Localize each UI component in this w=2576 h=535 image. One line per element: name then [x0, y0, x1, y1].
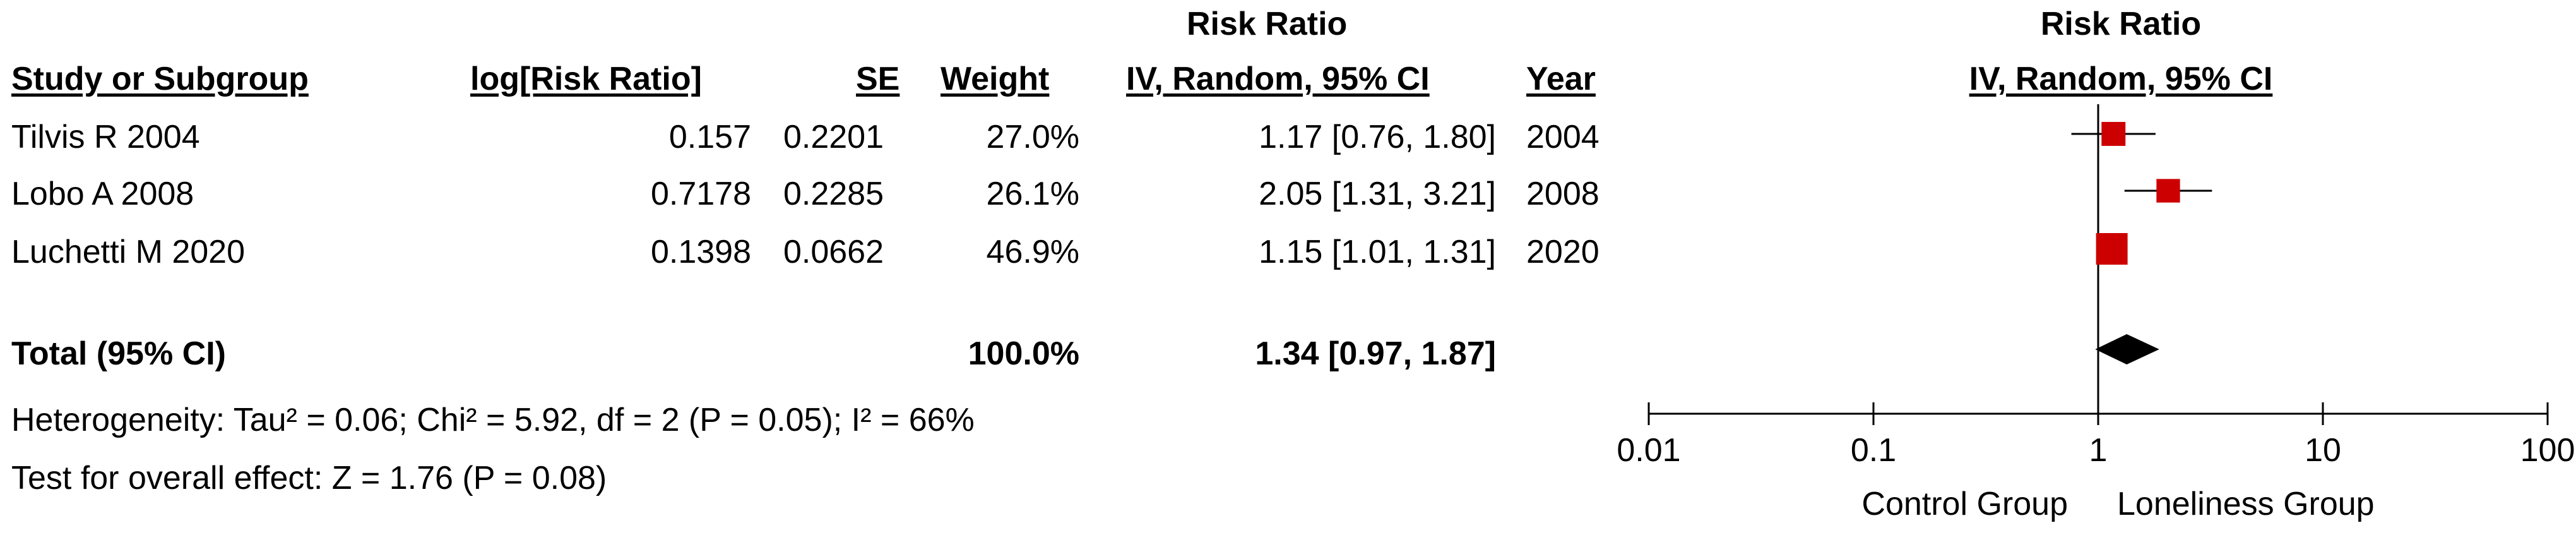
study-name: Luchetti M 2020 — [11, 234, 246, 270]
x-tick-label: 0.01 — [1617, 432, 1680, 469]
ci-value: 1.15 [1.01, 1.31] — [1259, 234, 1496, 270]
header-risk-ratio: Risk Ratio — [1187, 6, 1348, 42]
year-value: 2008 — [1526, 176, 1600, 212]
year-value: 2020 — [1526, 234, 1600, 270]
point-estimate-marker — [2096, 233, 2128, 265]
right-label: Loneliness Group — [2117, 486, 2375, 522]
study-name: Tilvis R 2004 — [11, 119, 200, 155]
ci-value: 2.05 [1.31, 3.21] — [1259, 176, 1496, 212]
point-estimate-marker — [2101, 122, 2126, 146]
header-study: Study or Subgroup — [11, 61, 309, 97]
x-tick-label: 10 — [2305, 432, 2341, 469]
summary-diamond — [2095, 334, 2159, 364]
heterogeneity-text: Heterogeneity: Tau² = 0.06; Chi² = 5.92,… — [11, 402, 975, 438]
total-weight: 100.0% — [968, 335, 1079, 372]
se-value: 0.2285 — [783, 176, 884, 212]
header-year: Year — [1526, 61, 1596, 97]
plot-method: IV, Random, 95% CI — [1969, 61, 2273, 97]
x-tick-label: 100 — [2520, 432, 2575, 469]
se-value: 0.0662 — [783, 234, 884, 270]
point-estimate-marker — [2156, 179, 2180, 203]
ci-value: 1.17 [0.76, 1.80] — [1259, 119, 1496, 155]
left-label: Control Group — [1861, 486, 2068, 522]
weight-value: 26.1% — [986, 176, 1079, 212]
total-label: Total (95% CI) — [11, 335, 226, 372]
header-method: IV, Random, 95% CI — [1126, 61, 1430, 97]
log-rr-value: 0.157 — [668, 119, 751, 155]
x-tick-label: 1 — [2089, 432, 2108, 469]
weight-value: 46.9% — [986, 234, 1079, 270]
se-value: 0.2201 — [783, 119, 884, 155]
header-log-rr: log[Risk Ratio] — [470, 61, 702, 97]
weight-value: 27.0% — [986, 119, 1079, 155]
x-tick-label: 0.1 — [1851, 432, 1896, 469]
log-rr-value: 0.1398 — [650, 234, 751, 270]
log-rr-value: 0.7178 — [650, 176, 751, 212]
study-name: Lobo A 2008 — [11, 176, 194, 212]
header-weight: Weight — [941, 61, 1050, 97]
total-ci: 1.34 [0.97, 1.87] — [1255, 335, 1496, 372]
header-se: SE — [856, 61, 900, 97]
year-value: 2004 — [1526, 119, 1600, 155]
plot-title: Risk Ratio — [2040, 6, 2202, 42]
overall-effect-text: Test for overall effect: Z = 1.76 (P = 0… — [11, 460, 607, 496]
